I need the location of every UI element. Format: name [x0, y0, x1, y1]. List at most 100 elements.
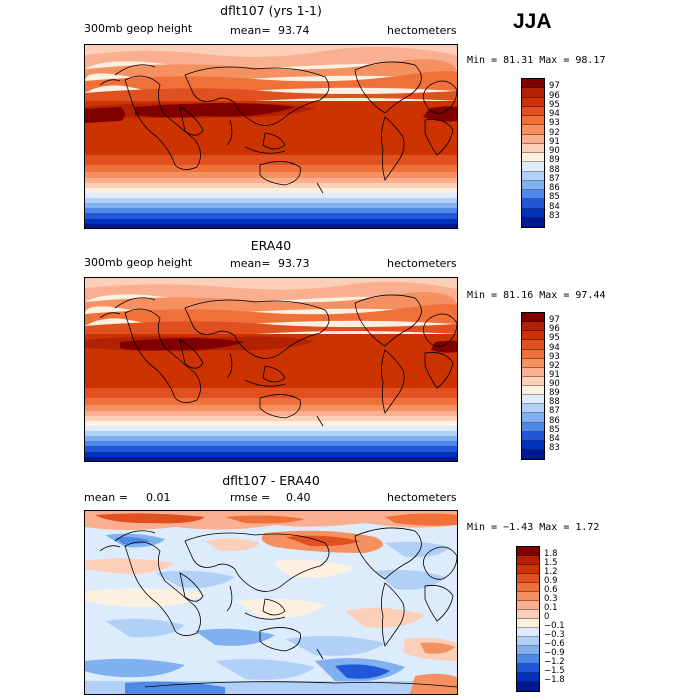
- colorbar-tick-label: −1.2: [544, 657, 565, 667]
- colorbar-tick-label: 90: [549, 146, 560, 156]
- panel-2-mean-value: 93.73: [278, 257, 310, 270]
- colorbar-swatch: [522, 190, 544, 200]
- colorbar-tick-label: 87: [549, 406, 560, 417]
- colorbar-tick-label: 97: [549, 81, 560, 92]
- panel-3-range: Min = −1.43 Max = 1.72: [467, 522, 600, 533]
- colorbar-swatch: [522, 440, 544, 450]
- panel-3-units: hectometers: [387, 491, 457, 504]
- colorbar-tick-label: 89: [549, 388, 560, 399]
- colorbar-tick-label: 93: [549, 351, 560, 362]
- panel-2-field-label: 300mb geop height: [84, 256, 193, 269]
- colorbar-tick-label: 88: [549, 164, 560, 175]
- colorbar-tick-label: 91: [549, 369, 560, 380]
- panel-3-map: [84, 510, 458, 695]
- colorbar-swatch: [522, 404, 544, 414]
- colorbar-swatch: [522, 134, 544, 144]
- colorbar-swatch: [522, 199, 544, 209]
- panel-3-colorbar: [516, 546, 540, 692]
- panel-1-units: hectometers: [387, 24, 457, 37]
- colorbar-swatch: [522, 180, 544, 190]
- colorbar-swatch: [522, 97, 544, 107]
- panel-2-range: Min = 81.16 Max = 97.44: [467, 290, 606, 301]
- colorbar-tick-label: −0.9: [544, 648, 565, 658]
- colorbar-tick-label: 0.6: [544, 585, 558, 595]
- colorbar-swatch: [522, 162, 544, 172]
- colorbar-tick-label: 1.2: [544, 567, 558, 577]
- colorbar-swatch: [522, 79, 544, 89]
- colorbar-tick-label: 95: [549, 99, 560, 110]
- colorbar-swatch: [517, 637, 539, 646]
- colorbar-swatch: [517, 601, 539, 610]
- colorbar-swatch: [522, 88, 544, 98]
- colorbar-tick-label: 0: [544, 612, 550, 622]
- colorbar-tick-label: 84: [549, 201, 560, 212]
- colorbar-tick-label: 94: [549, 342, 560, 353]
- colorbar-tick-label: 89: [549, 155, 560, 166]
- colorbar-swatch: [522, 322, 544, 332]
- colorbar-swatch: [522, 395, 544, 405]
- colorbar-swatch: [522, 349, 544, 359]
- colorbar-swatch: [522, 340, 544, 350]
- colorbar-swatch: [522, 449, 544, 459]
- panel-3-mean-value: 0.01: [146, 491, 171, 504]
- panel-2-colorbar: [521, 312, 545, 460]
- colorbar-swatch: [517, 655, 539, 664]
- colorbar-tick-label: 86: [549, 183, 560, 193]
- colorbar-swatch: [522, 367, 544, 377]
- colorbar-tick-label: −0.1: [544, 621, 565, 631]
- panel-3-rmse-value: 0.40: [286, 491, 311, 504]
- colorbar-swatch: [517, 610, 539, 619]
- colorbar-swatch: [522, 331, 544, 341]
- colorbar-tick-label: 1.8: [544, 549, 558, 559]
- colorbar-tick-label: −0.3: [544, 630, 565, 640]
- colorbar-tick-label: 85: [549, 192, 560, 203]
- panel-1-map: [84, 44, 458, 229]
- colorbar-swatch: [522, 171, 544, 181]
- panel-1-mean-value: 93.74: [278, 24, 310, 37]
- colorbar-swatch: [517, 592, 539, 601]
- colorbar-tick-label: 96: [549, 90, 560, 101]
- colorbar-swatch: [522, 208, 544, 218]
- panel-1-range: Min = 81.31 Max = 98.17: [467, 55, 606, 66]
- colorbar-swatch: [517, 673, 539, 682]
- colorbar-tick-label: 87: [549, 173, 560, 184]
- panel-3-title: dflt107 - ERA40: [222, 473, 320, 488]
- colorbar-swatch: [517, 556, 539, 565]
- colorbar-tick-label: 93: [549, 118, 560, 129]
- colorbar-swatch: [517, 547, 539, 556]
- panel-1-mean-label: mean=: [230, 24, 271, 37]
- colorbar-swatch: [522, 106, 544, 116]
- colorbar-swatch: [522, 413, 544, 423]
- colorbar-tick-label: 96: [549, 324, 560, 335]
- colorbar-swatch: [522, 143, 544, 153]
- colorbar-tick-label: 92: [549, 360, 560, 371]
- colorbar-swatch: [522, 376, 544, 386]
- panel-1-title: dflt107 (yrs 1-1): [220, 3, 322, 18]
- colorbar-tick-label: 83: [549, 210, 560, 221]
- colorbar-tick-label: 0.3: [544, 594, 558, 604]
- colorbar-tick-label: 1.5: [544, 558, 558, 568]
- panel-2-title: ERA40: [250, 238, 292, 253]
- panel-2-units: hectometers: [387, 257, 457, 270]
- panel-1-field-label: 300mb geop height: [84, 22, 193, 35]
- panel-3-mean-label: mean =: [84, 491, 128, 504]
- colorbar-swatch: [517, 619, 539, 628]
- colorbar-swatch: [517, 646, 539, 655]
- colorbar-swatch: [517, 565, 539, 574]
- season-label: JJA: [513, 10, 552, 33]
- colorbar-tick-label: 85: [549, 424, 560, 435]
- colorbar-swatch: [522, 386, 544, 396]
- colorbar-tick-label: 84: [549, 433, 560, 444]
- colorbar-swatch: [522, 431, 544, 441]
- colorbar-swatch: [517, 583, 539, 592]
- colorbar-swatch: [522, 125, 544, 135]
- colorbar-swatch: [517, 664, 539, 673]
- panel-3-colorbar-labels: 1.8 1.5 1.2 0.9 0.6 0.3 0.1 0 −0.1 −0.3 −0.6 −0.9 −1…: [544, 544, 584, 694]
- colorbar-tick-label: 90: [549, 379, 560, 389]
- colorbar-tick-label: −1.8: [544, 675, 565, 685]
- colorbar-tick-label: 94: [549, 109, 560, 119]
- colorbar-tick-label: 88: [549, 397, 560, 408]
- panel-1-colorbar: [521, 78, 545, 228]
- colorbar-tick-label: 95: [549, 333, 560, 344]
- colorbar-tick-label: 0.9: [544, 576, 558, 586]
